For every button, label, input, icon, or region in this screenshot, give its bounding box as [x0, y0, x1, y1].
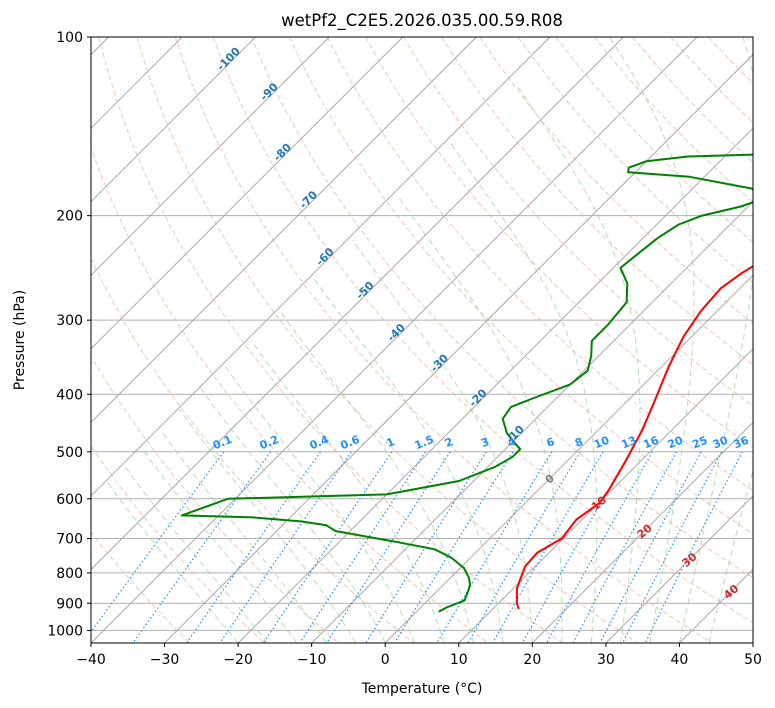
plot-frame: [90, 36, 754, 644]
y-tick-label: 500: [56, 445, 83, 461]
dry-adiabat-line: [91, 531, 191, 643]
dry-adiabat-line: [91, 355, 340, 643]
mixing-ratio-line: [436, 451, 553, 643]
chart-title: wetPf2_C2E5.2026.035.00.59.R08: [281, 11, 563, 31]
moist-adiabat-line: [708, 468, 753, 643]
isotherm-lines: [91, 37, 753, 643]
moist-adiabat-line: [515, 83, 641, 643]
mixing-ratio-label: 1: [385, 435, 397, 450]
mixing-ratio-line: [622, 451, 723, 643]
dry-adiabat-line: [441, 37, 753, 365]
mixing-ratio-label: 10: [592, 434, 611, 452]
y-tick-label: 900: [56, 596, 83, 612]
moist-adiabat-line: [140, 446, 298, 643]
isotherm-line: [384, 274, 753, 643]
isotherm-line: [237, 127, 753, 643]
dry-adiabat-line: [91, 445, 265, 643]
mixing-ratio-line: [186, 451, 321, 643]
moist-adiabat-line: [449, 141, 598, 643]
x-tick-label: −20: [223, 652, 253, 668]
mixing-ratio-label: 2: [443, 435, 455, 450]
mixing-ratio-label: 20: [666, 434, 685, 452]
y-tick-label: 700: [56, 532, 83, 548]
x-tick-label: −10: [297, 652, 327, 668]
y-axis-ticks: 100 200 300 400 500 600 700 800 900 1000: [47, 30, 91, 639]
dry-adiabat-line: [174, 37, 713, 643]
mixing-ratio-label: 13: [619, 434, 638, 452]
mixing-ratio-line: [521, 451, 631, 643]
sounding-series: [180, 153, 753, 613]
mixing-ratio-line: [219, 451, 352, 643]
dry-adiabat-line: [517, 37, 753, 284]
mixing-ratio-label: 8: [573, 435, 585, 450]
y-tick-label: 200: [56, 209, 83, 225]
mixing-ratio-line: [572, 451, 678, 643]
x-tick-label: 30: [597, 652, 615, 668]
moist-adiabat-line: [179, 409, 357, 643]
isotherm-line: [91, 37, 698, 643]
mixing-ratio-label: 30: [711, 434, 730, 452]
moist-adiabat-line: [279, 311, 474, 643]
moist-adiabat-line: [609, 37, 695, 643]
moist-adiabat-line: [225, 366, 416, 643]
dry-adiabat-lines: [91, 37, 753, 643]
dry-adiabat-line: [91, 146, 489, 643]
x-tick-label: 50: [744, 652, 762, 668]
mixing-ratio-label: 25: [690, 434, 709, 452]
temperature-profile-line: [515, 265, 753, 610]
isotherm-line: [91, 37, 330, 276]
dry-adiabat-line: [212, 37, 753, 624]
y-tick-label: 300: [56, 313, 83, 329]
isotherm-line: [164, 53, 753, 643]
moist-adiabat-line: [160, 430, 327, 643]
isotherm-line: [91, 37, 551, 497]
dry-adiabat-line: [250, 37, 753, 579]
y-tick-label: 400: [56, 387, 83, 403]
dry-adiabat-line: [365, 37, 753, 449]
moist-adiabat-line: [678, 37, 753, 643]
isotherm-line: [605, 495, 753, 643]
mixing-ratio-label: 16: [642, 434, 661, 452]
mixing-ratio-line: [394, 451, 514, 643]
y-tick-label: 800: [56, 566, 83, 582]
moist-adiabat-line: [313, 278, 504, 643]
dry-adiabat-line: [479, 37, 753, 324]
mixing-ratio-line: [599, 451, 702, 643]
background-grid: [91, 37, 753, 631]
isotherm-line: [532, 421, 753, 643]
x-tick-label: 20: [523, 652, 541, 668]
y-tick-label: 1000: [47, 623, 83, 639]
x-axis-label: Temperature (°C): [361, 681, 483, 697]
y-tick-label: 100: [56, 30, 83, 46]
y-axis-label: Pressure (hPa): [12, 290, 28, 390]
dry-adiabat-line: [91, 257, 414, 643]
moist-adiabat-line: [105, 480, 239, 643]
moist-adiabat-line: [250, 340, 445, 643]
mixing-ratio-line: [299, 451, 426, 643]
x-tick-label: 10: [450, 652, 468, 668]
dewpoint-profile-line: [180, 153, 753, 613]
x-tick-label: 40: [671, 652, 689, 668]
mixing-ratio-line: [91, 451, 225, 633]
isotherm-line: [91, 37, 624, 571]
mixing-ratio-label: 3: [479, 435, 491, 450]
x-tick-label: −30: [150, 652, 180, 668]
x-tick-label: −40: [76, 652, 106, 668]
isotherm-line: [91, 37, 404, 350]
isotherm-line: [91, 37, 256, 203]
mixing-ratio-label: 36: [732, 434, 751, 452]
dry-adiabat-line: [403, 37, 753, 407]
isotherm-line: [91, 37, 477, 423]
moist-adiabat-line: [199, 387, 386, 643]
x-axis-ticks: −40 −30 −20 −10 0 10 20 30 40 50: [76, 643, 762, 668]
mixing-ratio-line: [644, 451, 743, 643]
dry-adiabat-line: [98, 37, 563, 643]
y-tick-label: 600: [56, 492, 83, 508]
dry-adiabat-line: [136, 37, 638, 643]
x-tick-label: 0: [381, 652, 390, 668]
